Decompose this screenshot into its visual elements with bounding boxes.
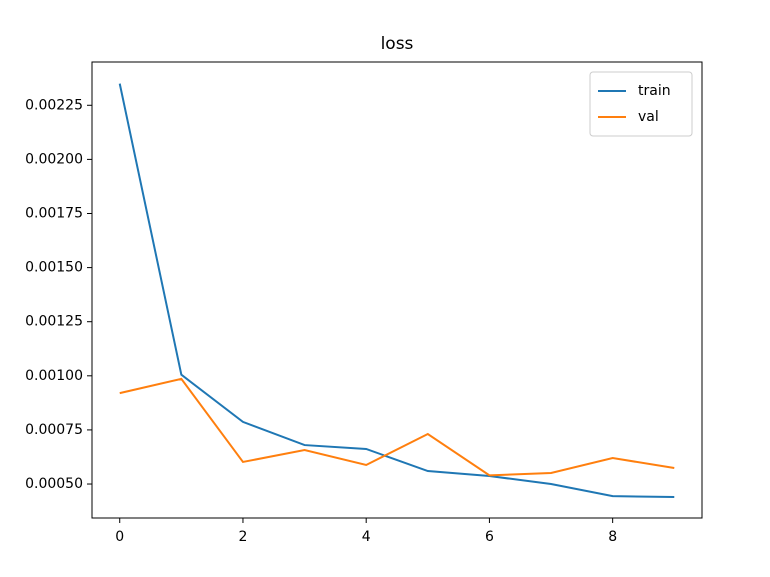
plot-frame bbox=[91, 61, 703, 519]
series-line bbox=[119, 377, 675, 477]
y-tick-label: 0.00200 bbox=[25, 151, 83, 167]
x-tick-label: 0 bbox=[115, 529, 124, 545]
y-tick-label: 0.00125 bbox=[25, 314, 83, 330]
x-tick-label: 8 bbox=[608, 529, 617, 545]
y-tick-label: 0.00175 bbox=[25, 205, 83, 221]
series-line bbox=[118, 83, 675, 499]
y-tick-label: 0.00225 bbox=[25, 97, 83, 113]
y-tick-label: 0.00050 bbox=[25, 476, 83, 492]
chart-title: loss bbox=[381, 34, 414, 54]
x-tick-label: 6 bbox=[485, 529, 494, 545]
legend-label: val bbox=[638, 109, 659, 125]
x-tick-label: 2 bbox=[238, 529, 247, 545]
y-tick-label: 0.00150 bbox=[25, 260, 83, 276]
y-tick-label: 0.00100 bbox=[25, 368, 83, 384]
legend-box bbox=[589, 71, 693, 137]
x-tick-label: 4 bbox=[362, 529, 371, 545]
legend-label: train bbox=[638, 83, 671, 99]
y-tick-label: 0.00075 bbox=[25, 422, 83, 438]
